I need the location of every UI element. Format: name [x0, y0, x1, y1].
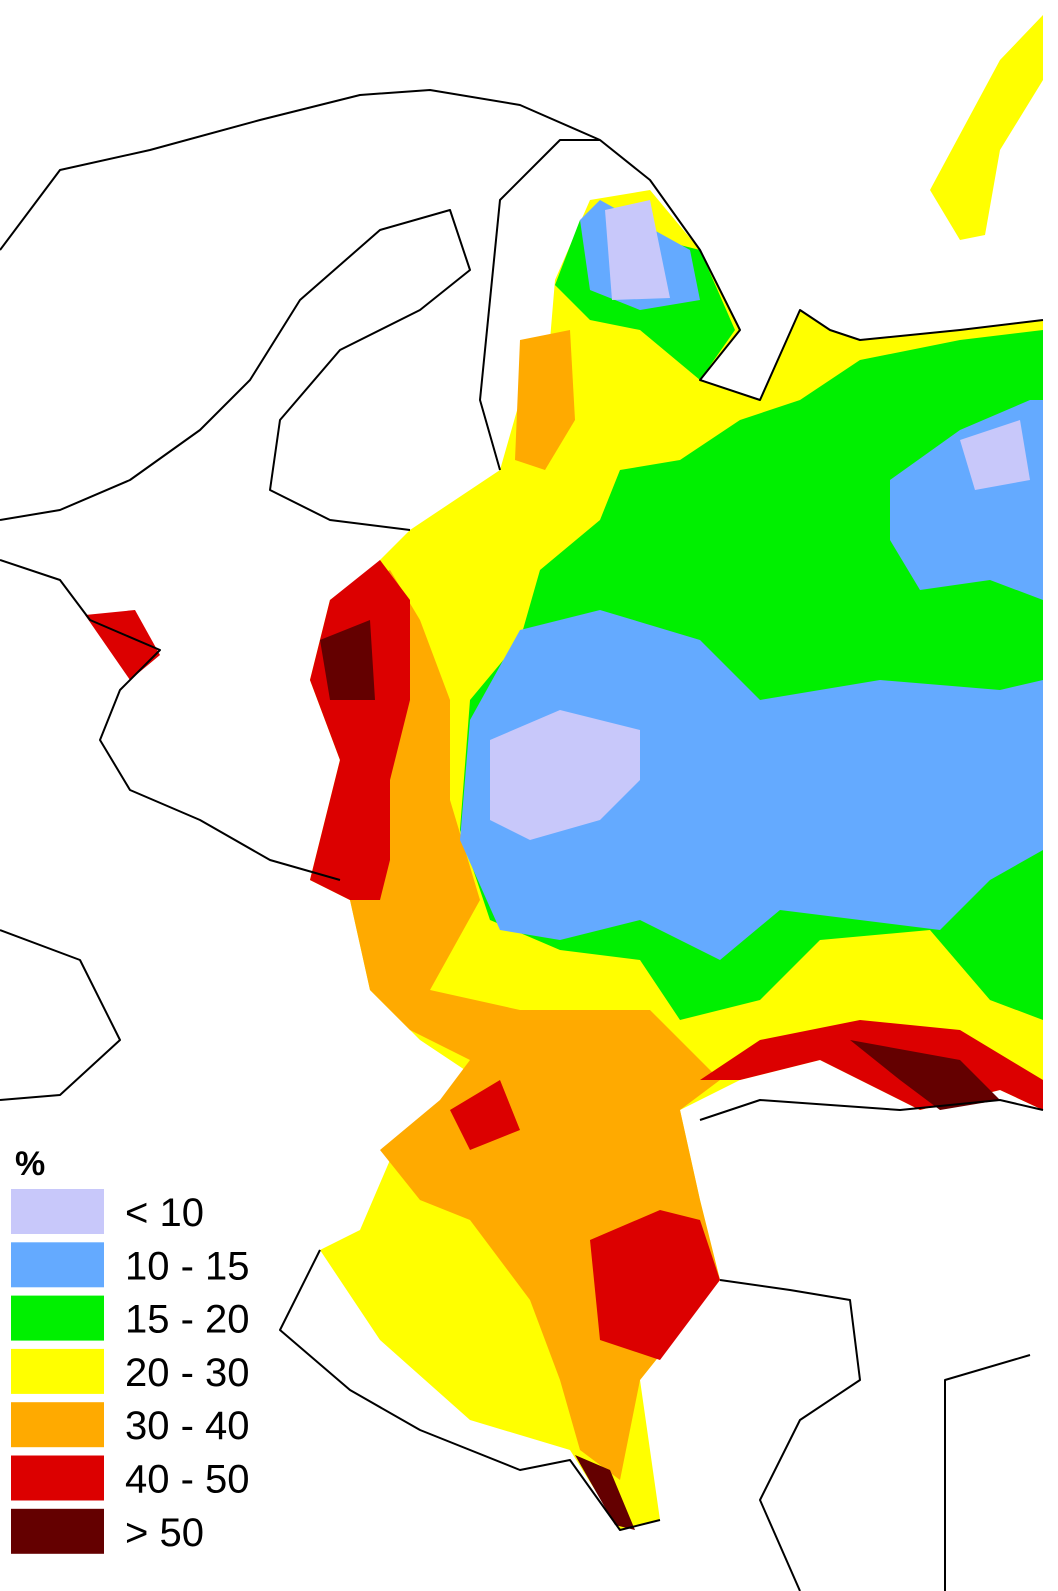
- legend-swatch: [9, 1240, 106, 1290]
- legend: < 10 10 - 15 15 - 20 20 - 30 30 - 40 40 - 50 >…: [9, 1187, 250, 1556]
- zone: [960, 420, 1030, 490]
- coastline: [0, 89, 1044, 401]
- legend-label: 30 - 40: [125, 1404, 250, 1448]
- zone: [850, 1040, 1000, 1110]
- coastline: [719, 1279, 861, 1591]
- legend-label: > 50: [125, 1511, 204, 1555]
- zone: [605, 200, 670, 300]
- coastline: [279, 1249, 661, 1531]
- legend-swatch: [9, 1453, 106, 1503]
- zone: [450, 1080, 520, 1150]
- zone: [575, 1455, 635, 1530]
- legend-swatch: [9, 1506, 106, 1556]
- legend-label: < 10: [125, 1191, 204, 1235]
- legend-label: 15 - 20: [125, 1298, 250, 1342]
- zone: [930, 15, 1043, 240]
- climate-zones: [85, 15, 1043, 1530]
- border: [0, 929, 121, 1101]
- legend-swatch: [9, 1346, 106, 1396]
- zone: [85, 610, 160, 680]
- border: [479, 139, 600, 471]
- legend-swatch: [9, 1187, 106, 1236]
- zone: [320, 620, 375, 700]
- legend-title: %: [15, 1145, 45, 1183]
- zone: [515, 330, 575, 470]
- legend-swatch: [9, 1293, 106, 1343]
- border: [944, 1354, 1031, 1591]
- zone: [590, 1210, 720, 1360]
- legend-swatch: [9, 1400, 106, 1450]
- borders: [0, 89, 1044, 1591]
- legend-label: 10 - 15: [125, 1244, 250, 1288]
- coastline: [699, 1099, 1044, 1121]
- zone: [490, 710, 640, 840]
- coastline: [0, 209, 471, 531]
- legend-label: 40 - 50: [125, 1458, 250, 1502]
- coastline: [0, 559, 341, 881]
- zone: [460, 610, 1043, 960]
- legend-label: 20 - 30: [125, 1351, 250, 1395]
